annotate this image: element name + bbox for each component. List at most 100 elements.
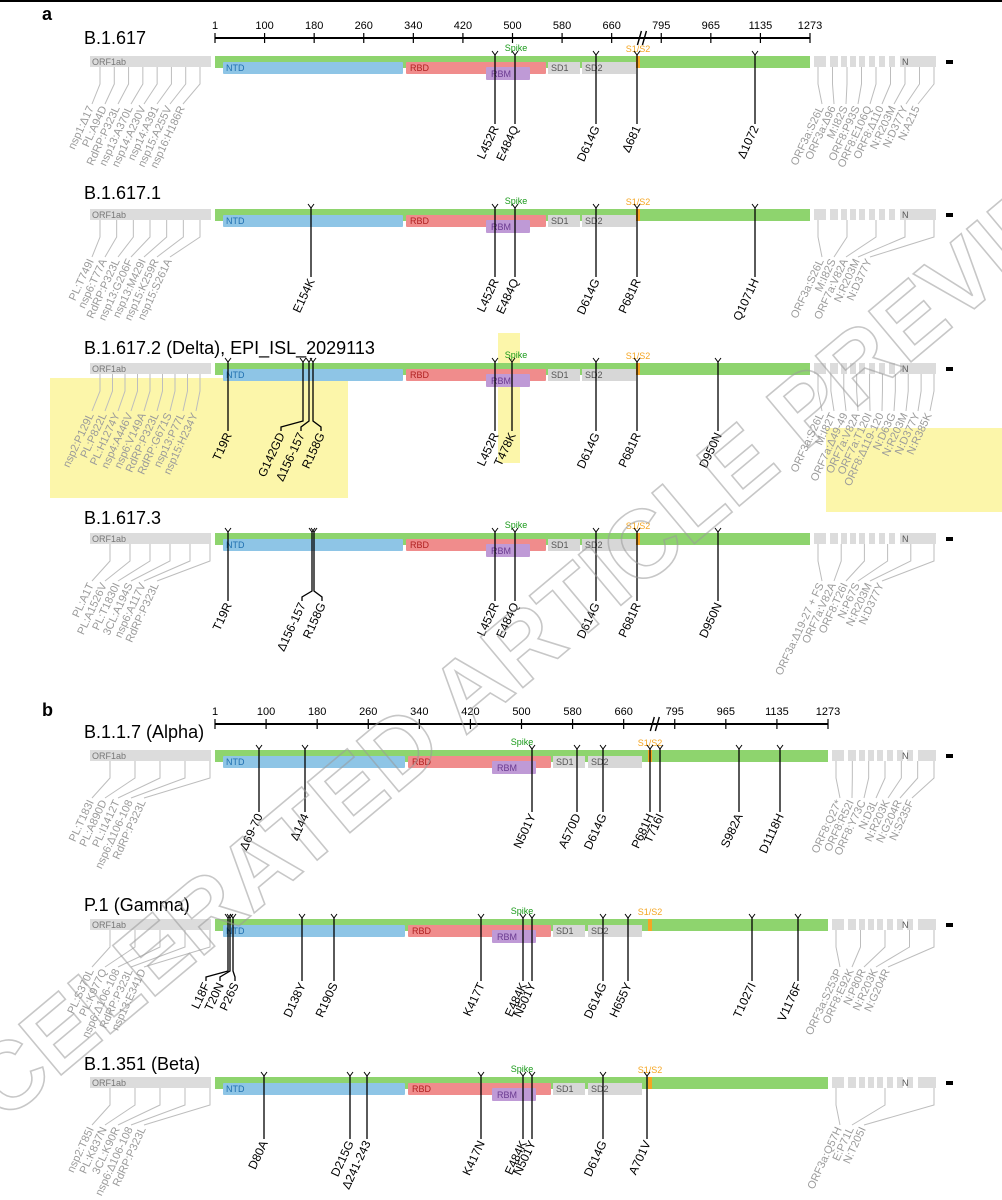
downstream-gene-block	[900, 533, 936, 544]
downstream-gene-block	[887, 1077, 893, 1088]
ntd-label: NTD	[226, 1084, 245, 1094]
sd2-domain	[588, 756, 642, 768]
downstream-gene-block	[877, 750, 883, 761]
rbm-domain	[492, 761, 536, 774]
sd2-label: SD2	[591, 1084, 609, 1094]
rbd-label: RBD	[410, 63, 430, 73]
orf1ab-mutation-line	[91, 544, 111, 582]
rbd-label: RBD	[410, 216, 430, 226]
downstream-mutation-line	[845, 220, 877, 258]
downstream-gene-block	[859, 209, 865, 220]
downstream-mutation-line	[875, 930, 910, 968]
mutation-line	[300, 362, 310, 431]
rbd-label: RBD	[410, 540, 430, 550]
axis-tick-label: 1135	[765, 706, 789, 718]
orf1ab-mutation-line	[117, 761, 161, 799]
panel-letter-a: a	[42, 4, 53, 24]
cleavage-site-mark	[636, 56, 640, 68]
ntd-domain	[223, 925, 405, 937]
downstream-mutation-line	[817, 67, 823, 105]
axis-tick-label: 500	[503, 20, 521, 32]
orf10-mark	[946, 923, 953, 927]
downstream-mutation-line	[830, 374, 835, 412]
downstream-mutation-line	[817, 544, 823, 582]
sd1-label: SD1	[551, 370, 569, 380]
downstream-gene-block	[897, 919, 903, 930]
ntd-label: NTD	[226, 540, 245, 550]
orf1ab-bar	[90, 363, 211, 374]
orf1ab-mutation-line	[117, 930, 161, 968]
downstream-gene-block	[868, 750, 874, 761]
downstream-mutation-line	[875, 761, 886, 799]
orf1ab-mutation-line	[104, 761, 136, 799]
s1s2-label: S1/S2	[638, 738, 663, 748]
downstream-mutation-line	[817, 220, 823, 258]
cleavage-site-mark	[648, 919, 652, 931]
axis-tick-label: 580	[553, 20, 571, 32]
downstream-gene-block	[887, 919, 893, 930]
spike-mutation-label: D614G	[574, 276, 603, 316]
downstream-gene-block	[814, 209, 826, 220]
rbm-domain	[486, 544, 530, 557]
downstream-gene-block	[868, 1077, 874, 1088]
downstream-gene-block	[830, 363, 838, 374]
downstream-gene-block	[850, 209, 856, 220]
orf1ab-label: ORF1ab	[92, 751, 126, 761]
orf1ab-bar	[90, 750, 211, 761]
downstream-mutation-line	[817, 374, 823, 412]
rbm-domain	[492, 1088, 536, 1101]
downstream-gene-block	[889, 56, 895, 67]
orf10-mark	[946, 537, 953, 541]
axis-tick-label: 580	[563, 706, 581, 718]
spike-label: Spike	[511, 906, 534, 916]
orf10-mark	[946, 754, 953, 758]
spike-mutation-label: K417T	[460, 980, 488, 1019]
downstream-mutation-line	[833, 220, 848, 258]
sd2-label: SD2	[591, 757, 609, 767]
rbd-label: RBD	[412, 1084, 432, 1094]
s1s2-label: S1/S2	[638, 1065, 663, 1075]
orf1ab-mutation-line	[182, 374, 188, 412]
downstream-gene-block	[832, 1077, 844, 1088]
axis-tick-label: 1273	[816, 706, 840, 718]
downstream-gene-block	[841, 209, 847, 220]
downstream-mutation-line	[835, 761, 841, 799]
ntd-label: NTD	[226, 370, 245, 380]
mutation-tick	[735, 744, 743, 750]
axis-tick-label: 340	[410, 706, 428, 718]
spike-mutation-label: S982A	[718, 811, 746, 850]
lineage-title: B.1.617.3	[84, 508, 161, 528]
lineage-title: P.1 (Gamma)	[84, 895, 190, 915]
downstream-gene-block	[879, 533, 885, 544]
axis-tick-label: 1135	[749, 20, 773, 32]
spike-mutation-label: E154K	[290, 276, 318, 315]
downstream-gene-block	[850, 363, 856, 374]
n-gene-label: N	[902, 1078, 909, 1088]
orf1ab-mutation-line	[130, 930, 186, 968]
downstream-mutation-line	[863, 930, 886, 968]
orf1ab-mutation-line	[143, 67, 158, 105]
orf1ab-bar	[90, 919, 211, 930]
downstream-mutation-line	[905, 374, 909, 412]
track-a-2: B.1.617.2 (Delta), EPI_ISL_2029113 ORF1ab…	[61, 338, 953, 488]
mutation-tick	[624, 913, 632, 919]
orf1ab-label: ORF1ab	[92, 534, 126, 544]
orf1ab-mutation-line	[169, 67, 187, 105]
downstream-gene-block	[830, 209, 838, 220]
orf10-mark	[946, 367, 953, 371]
mutation-tick	[491, 357, 499, 363]
downstream-gene-block	[900, 363, 936, 374]
downstream-gene-block	[832, 919, 844, 930]
orf1ab-mutation-line	[91, 374, 101, 412]
lineage-title: B.1.617.1	[84, 183, 161, 203]
sd2-domain	[588, 1083, 642, 1095]
sd1-label: SD1	[551, 540, 569, 550]
spike-mutation-label: A570D	[556, 811, 584, 850]
n-gene-label: N	[902, 364, 909, 374]
orf1ab-mutation-line	[91, 67, 101, 105]
mutation-tick	[477, 913, 485, 919]
spike-mutation-label: A701V	[626, 1138, 654, 1177]
ntd-label: NTD	[226, 216, 245, 226]
spike-mutation-label: D614G	[574, 123, 603, 163]
